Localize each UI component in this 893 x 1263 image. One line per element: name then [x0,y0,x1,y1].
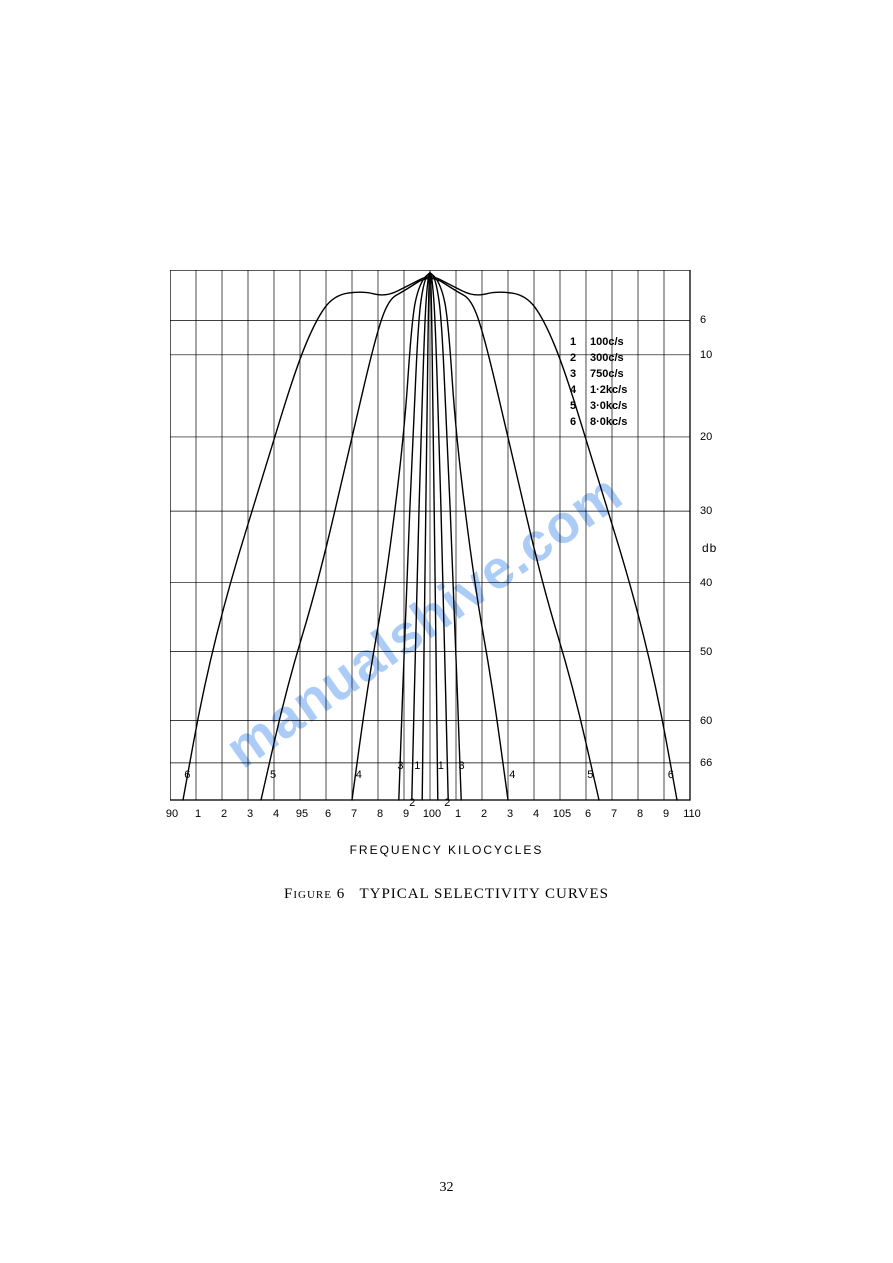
x-tick-label: 4 [526,808,546,820]
x-tick-label: 1 [448,808,468,820]
legend-label: 300c/s [590,352,624,364]
legend-label: 1·2kc/s [590,384,627,396]
curve-id-label: 4 [509,769,515,781]
y-tick-label: 10 [700,349,712,361]
x-tick-label: 95 [292,808,312,820]
legend-label: 100c/s [590,336,624,348]
y-tick-label: 66 [700,757,712,769]
legend-label: 750c/s [590,368,624,380]
x-tick-label: 2 [474,808,494,820]
curve-id-label: 5 [587,769,593,781]
legend-label: 8·0kc/s [590,416,627,428]
legend-id: 3 [570,368,576,380]
x-tick-label: 3 [500,808,520,820]
curve-id-label: 3 [459,760,465,772]
y-tick-label: 20 [700,431,712,443]
curve-id-label: 6 [668,769,674,781]
figure-prefix: Figure 6 [284,886,345,902]
figure-title: TYPICAL SELECTIVITY CURVES [359,886,609,902]
legend-id: 4 [570,384,576,396]
legend-id: 5 [570,400,576,412]
x-tick-label: 105 [552,808,572,820]
curve-id-label: 2 [409,797,415,809]
x-tick-label: 9 [396,808,416,820]
y-tick-label: 50 [700,646,712,658]
x-tick-label: 8 [370,808,390,820]
x-tick-label: 2 [214,808,234,820]
y-tick-label: 6 [700,314,706,326]
chart-svg [170,270,730,840]
x-tick-label: 6 [318,808,338,820]
x-tick-label: 90 [162,808,182,820]
x-tick-label: 9 [656,808,676,820]
legend-id: 2 [570,352,576,364]
curve-id-label: 4 [356,769,362,781]
x-tick-label: 100 [422,808,442,820]
x-tick-label: 110 [682,808,702,820]
x-tick-label: 1 [188,808,208,820]
x-tick-label: 4 [266,808,286,820]
page: manualshive.com 901234956789100123410567… [0,0,893,1263]
x-tick-label: 6 [578,808,598,820]
x-tick-label: 7 [344,808,364,820]
curve-id-label: 6 [184,769,190,781]
y-axis-unit: db [702,541,717,555]
legend-id: 1 [570,336,576,348]
curve-id-label: 1 [414,760,420,772]
selectivity-chart: 9012349567891001234105678911061020304050… [170,270,730,890]
x-tick-label: 3 [240,808,260,820]
y-tick-label: 30 [700,505,712,517]
y-tick-label: 60 [700,715,712,727]
curve-id-label: 5 [270,769,276,781]
curve-id-label: 2 [444,797,450,809]
legend-label: 3·0kc/s [590,400,627,412]
page-number: 32 [0,1180,893,1196]
y-tick-label: 40 [700,577,712,589]
x-tick-label: 8 [630,808,650,820]
x-axis-label: FREQUENCY KILOCYCLES [0,843,893,857]
x-tick-label: 7 [604,808,624,820]
figure-caption: Figure 6 TYPICAL SELECTIVITY CURVES [0,886,893,903]
legend-id: 6 [570,416,576,428]
curve-id-label: 1 [438,760,444,772]
curve-id-label: 3 [397,760,403,772]
